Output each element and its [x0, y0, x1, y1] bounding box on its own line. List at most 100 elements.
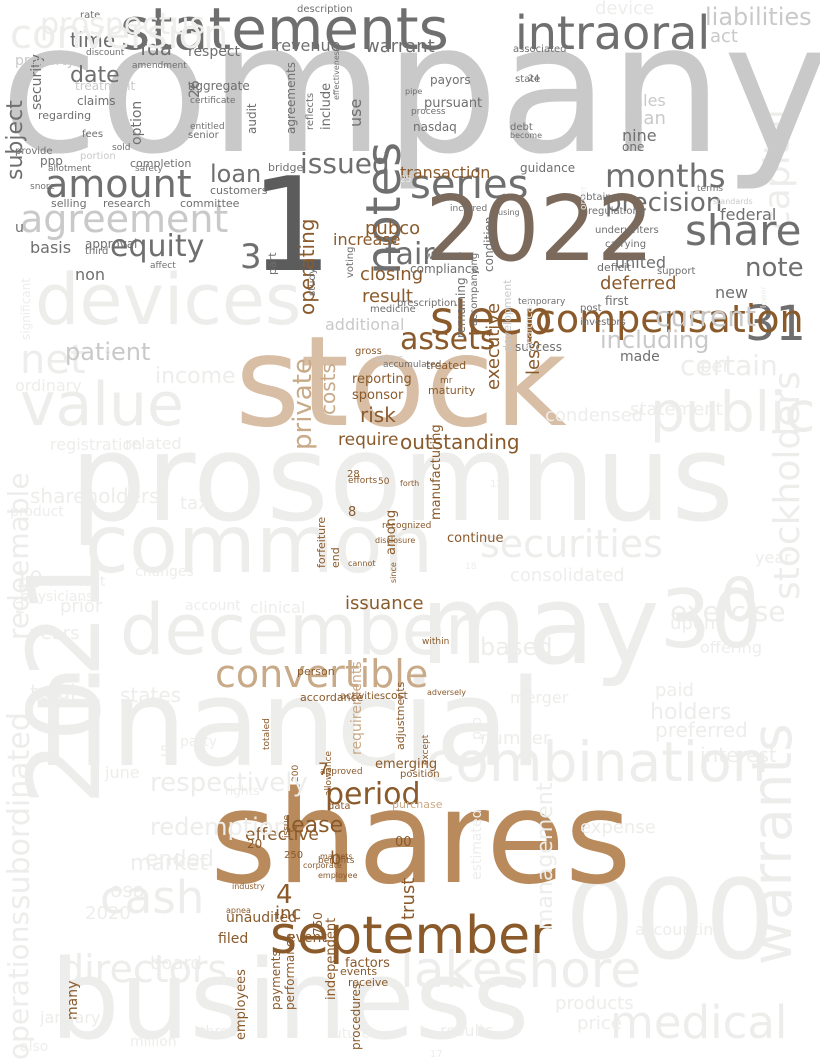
word-income: income [155, 366, 236, 388]
word-warrant: warrant [365, 38, 435, 56]
word-note: note [745, 255, 804, 281]
word-tax: tax [180, 495, 209, 513]
word-directors: directors [60, 950, 227, 988]
word-preferred: preferred [655, 720, 748, 740]
word-forfeiture: forfeiture [316, 517, 327, 568]
word-success: success [515, 341, 562, 353]
word-within: within [422, 638, 449, 647]
word-osa: osa [110, 880, 145, 900]
word-operating: operating [297, 219, 317, 315]
word-private: private [290, 358, 316, 450]
word-disclosure: disclosure [375, 537, 415, 545]
word-investors: investors [580, 318, 626, 328]
word-audit: audit [246, 103, 258, 134]
word-portion: portion [80, 152, 116, 162]
word-non: non [75, 267, 105, 283]
word-agreements: agreements [285, 62, 297, 134]
word-paid: paid [655, 682, 694, 700]
word-1: 1 [250, 160, 333, 290]
word-treatment: treatment [75, 80, 135, 92]
word-june: june [105, 765, 140, 781]
word-sales: sales [625, 93, 666, 109]
word-account: account [185, 599, 241, 613]
word-offering: offering [700, 640, 762, 656]
word-procedures: procedures [350, 983, 362, 1050]
word-reflects: reflects [306, 93, 316, 130]
word-activities: activities [340, 692, 385, 702]
word-number: number [480, 730, 550, 748]
word-new: new [715, 285, 748, 301]
word-rights: rights [225, 785, 259, 797]
word-price: price [577, 1015, 622, 1033]
word-become: become [510, 132, 542, 140]
word-use: use [348, 99, 364, 127]
word-750: 750 [312, 912, 324, 935]
word-terms: terms [697, 185, 723, 194]
word-device: device [595, 0, 654, 18]
word-deferred: deferred [600, 275, 677, 293]
word-current: current [655, 303, 756, 331]
word-consolidated: consolidated [510, 567, 625, 585]
word-pro: pro [470, 717, 484, 740]
word-position: position [400, 770, 440, 780]
word-claims: claims [77, 95, 116, 107]
word-market: market [130, 853, 208, 875]
word-accounting: accounting [635, 922, 723, 938]
word-payors: payors [430, 74, 471, 86]
word-expense: expense [580, 819, 656, 837]
word-estimated: estimated [470, 810, 484, 881]
word-guidance: guidance [520, 162, 575, 174]
word-transaction: transaction [400, 165, 490, 181]
word-significant: significant [20, 278, 32, 340]
word-study: study [308, 268, 318, 296]
word-safety: safety [135, 165, 163, 174]
word-carrying: carrying [605, 240, 646, 250]
word-end: end [330, 547, 341, 568]
word-u: u [15, 221, 24, 235]
word-5: 5 [160, 745, 169, 759]
word-10: 10 [15, 570, 43, 592]
word-mr: mr [440, 377, 452, 386]
word-ordinary: ordinary [15, 378, 82, 394]
word-per: per [700, 358, 730, 376]
word-00: 00 [395, 836, 412, 849]
word-fees: fees [82, 130, 103, 140]
word-additional: additional [325, 317, 404, 333]
word-18: 18 [465, 563, 476, 572]
word-purchase: purchase [392, 799, 443, 810]
word-17: 17 [430, 1050, 443, 1060]
word-adversely: adversely [427, 689, 466, 697]
word-order: order [580, 186, 589, 210]
word-upon: upon [670, 615, 715, 633]
word-results: results [440, 1023, 494, 1039]
word-description: description [297, 5, 353, 15]
word-50: 50 [378, 478, 389, 487]
word-person: person [297, 666, 335, 677]
word-associated: associated [513, 45, 567, 55]
word-underwriters: underwriters [595, 226, 659, 236]
word-affect: affect [150, 262, 176, 271]
word-issue: issue [283, 815, 292, 838]
word-interest: interest [700, 745, 777, 765]
word-accompanying: accompanying [470, 253, 480, 326]
word-pipe: pipe [405, 88, 422, 96]
word-forth: forth [400, 480, 419, 488]
word-outstanding: outstanding [400, 432, 520, 452]
word-healthcare: healthcare [525, 297, 535, 350]
word-year: year [755, 550, 791, 566]
word-revenue: revenue [275, 38, 341, 54]
word-years: years [30, 625, 80, 643]
word-statement: statement [630, 401, 723, 419]
word-deficit: deficit [597, 262, 631, 273]
word-employee: employee [318, 872, 358, 880]
word-part: part [267, 252, 278, 275]
word-senior: senior [188, 131, 219, 141]
word-party: party [180, 735, 217, 749]
word-25: 25 [400, 176, 411, 185]
word-costs: costs [318, 363, 338, 415]
word-lower: lower [760, 286, 768, 308]
word-gross: gross [355, 347, 382, 357]
word-support: support [657, 267, 695, 277]
word-since: since [390, 562, 398, 583]
